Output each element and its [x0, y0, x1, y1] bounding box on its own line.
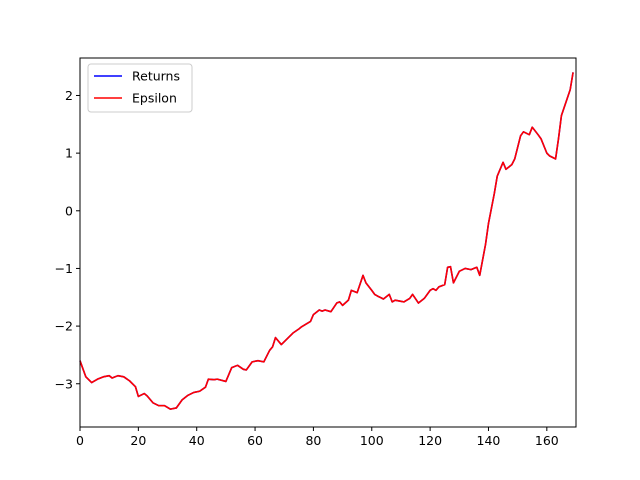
y-tick-label: −3: [55, 376, 73, 391]
plot-area: 0 20 40 60 80 100 120 140 160 −3 −2 −1 0 1 2 Returns Eps…: [55, 57, 577, 448]
y-tick-label: 1: [65, 146, 73, 161]
x-tick-label: 60: [247, 433, 263, 448]
x-tick-label: 40: [189, 433, 205, 448]
legend-label-epsilon: Epsilon: [132, 91, 177, 106]
x-tick-label: 120: [418, 433, 442, 448]
legend-label-returns: Returns: [132, 69, 180, 84]
y-tick-label: −1: [55, 261, 73, 276]
x-tick-label: 140: [477, 433, 501, 448]
y-tick-label: 2: [65, 88, 73, 103]
x-tick-label: 20: [130, 433, 146, 448]
series-line-epsilon: [79, 72, 574, 410]
x-tick-label: 0: [76, 433, 84, 448]
x-tick-label: 100: [360, 433, 384, 448]
x-tick-label: 160: [535, 433, 559, 448]
axes-frame: [79, 57, 577, 428]
y-tick-label: 0: [65, 203, 73, 218]
x-tick-label: 80: [305, 433, 321, 448]
y-tick-label: −2: [55, 319, 73, 334]
